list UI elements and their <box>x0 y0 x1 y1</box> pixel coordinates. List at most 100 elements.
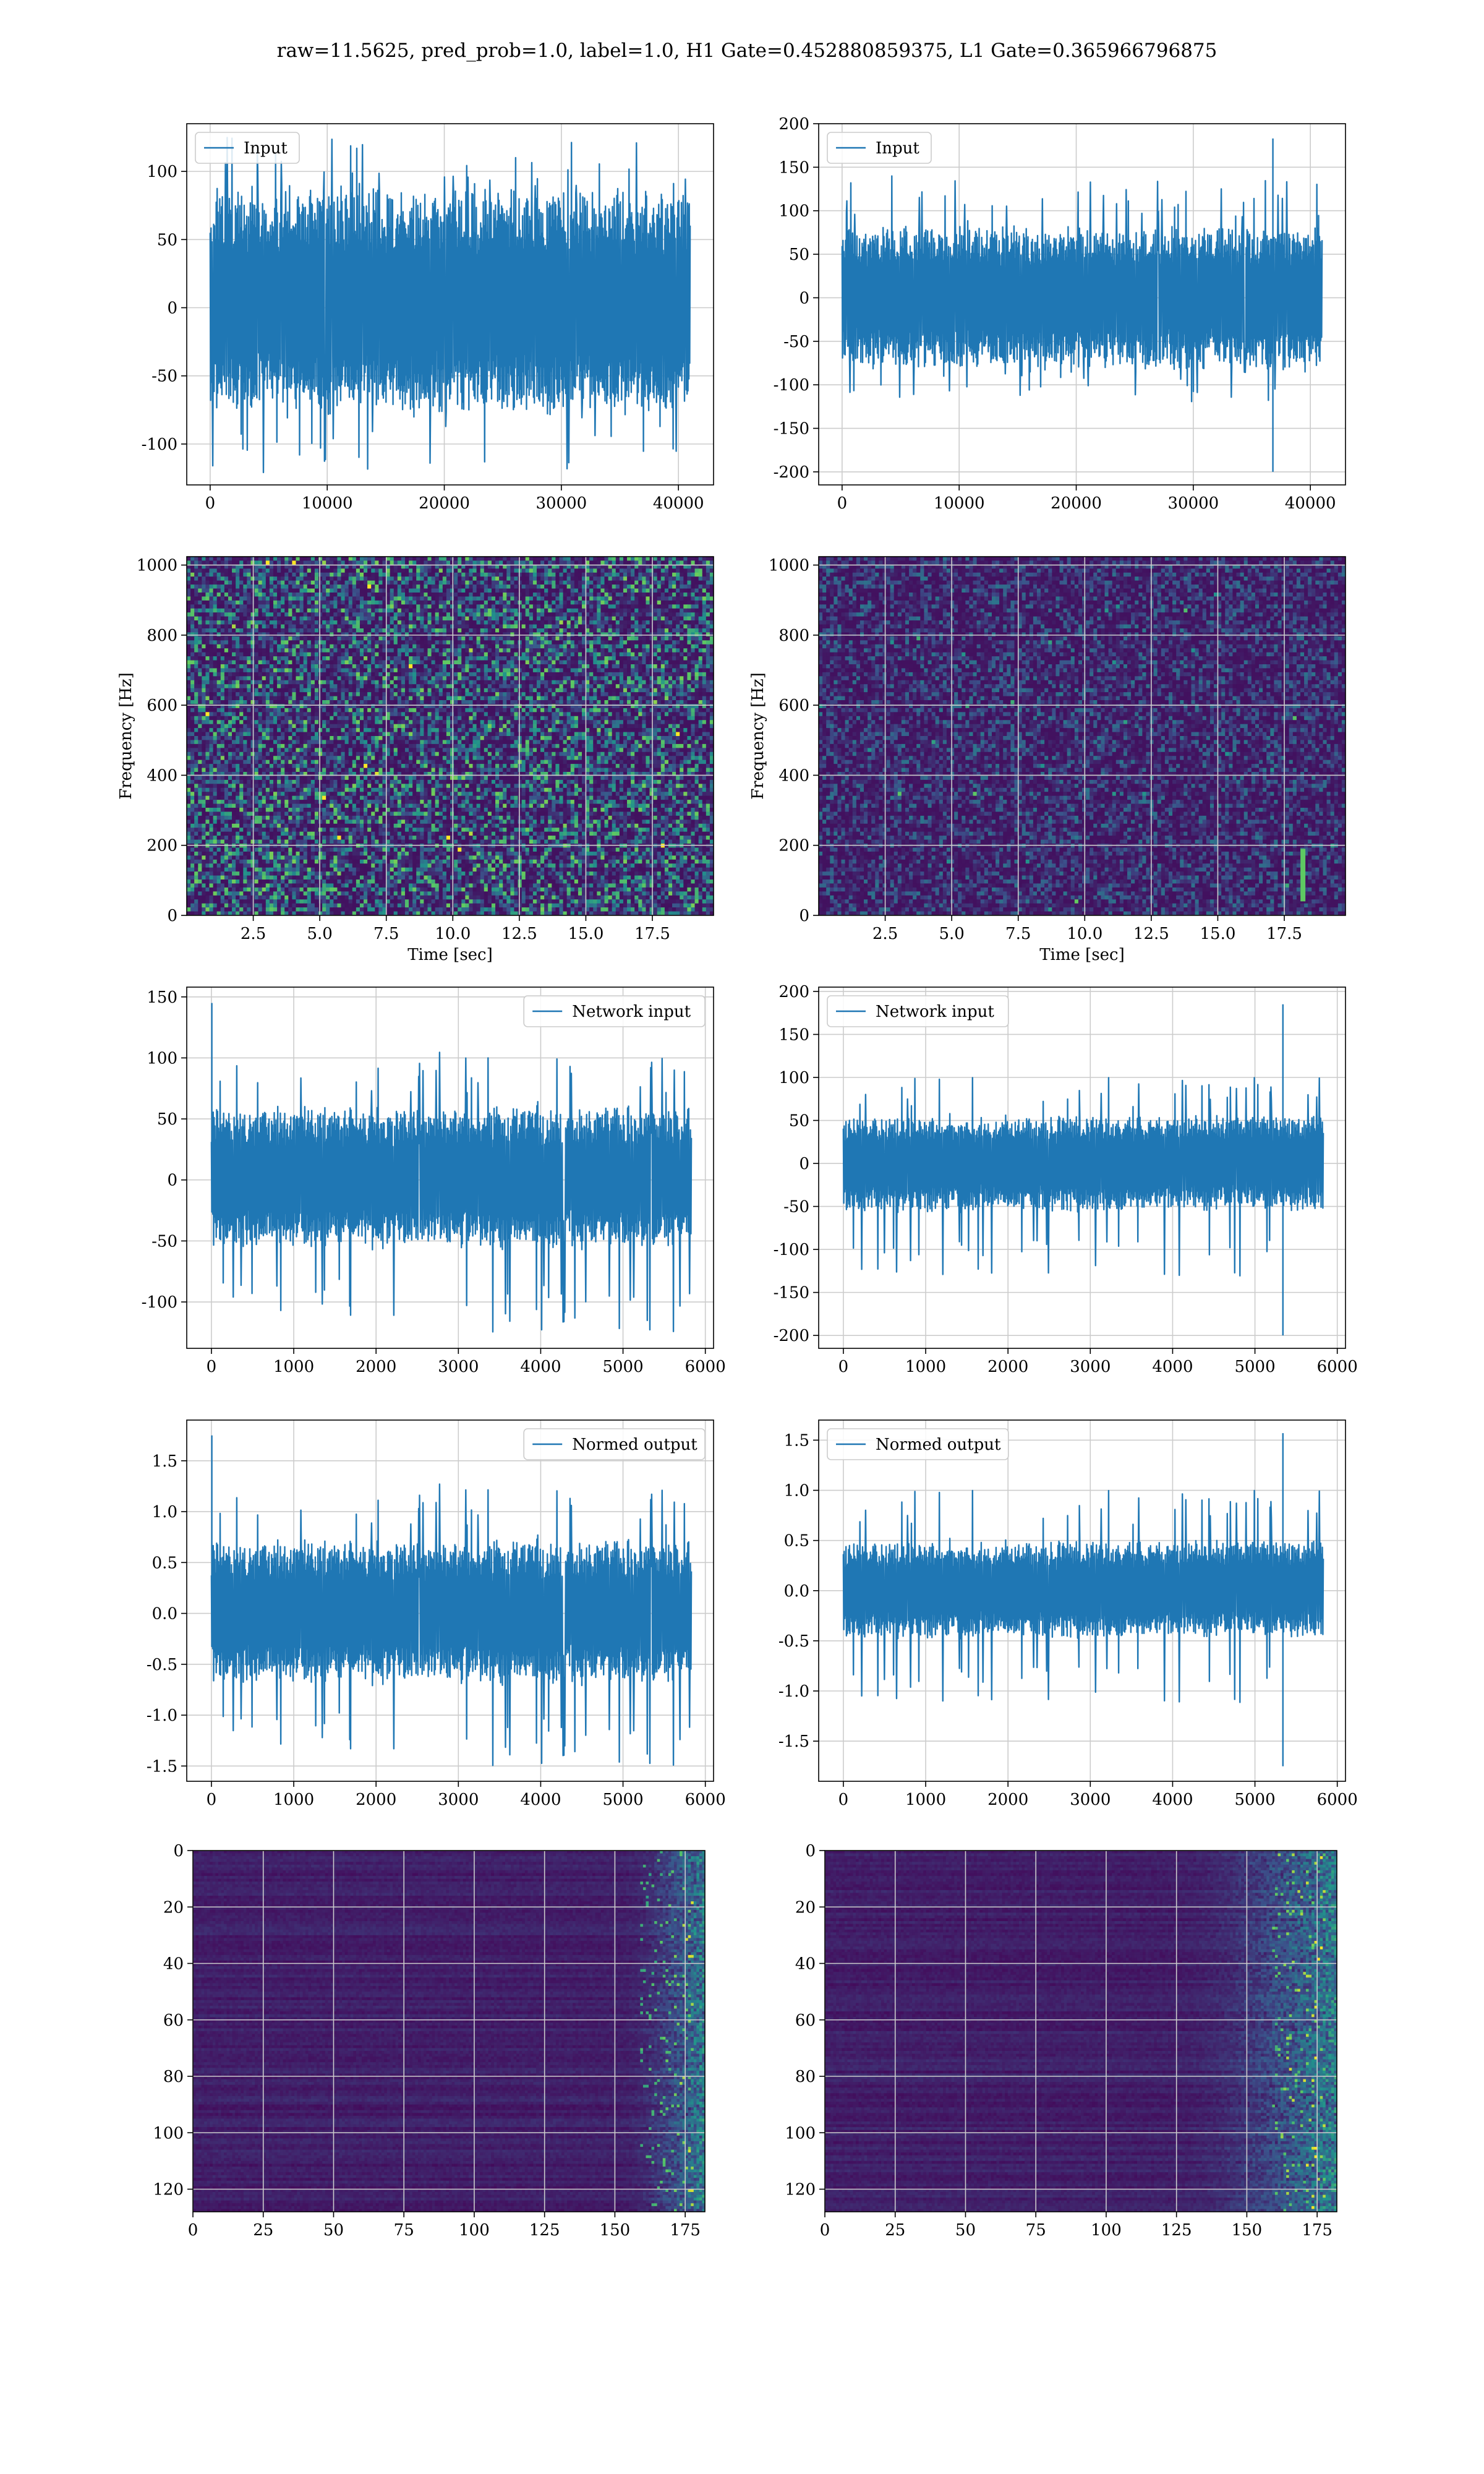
l1-spectrogram-xtick-label: 5.0 <box>939 925 964 943</box>
h1-network-input-xtick-label: 4000 <box>520 1358 561 1376</box>
h1-spectrogram-xtick-label: 17.5 <box>634 925 670 943</box>
l1-feature-map-ytick-label: 0 <box>805 1842 816 1860</box>
h1-feature-map-cells <box>193 1851 706 2212</box>
l1-spectrogram-xtick-label: 15.0 <box>1200 925 1236 943</box>
h1-input-xtick-label: 30000 <box>536 494 587 513</box>
h1-normed-output-xtick-label: 3000 <box>438 1791 479 1809</box>
l1-spectrogram-ytick-label: 800 <box>778 627 809 645</box>
l1-spectrogram-xtick-label: 10.0 <box>1067 925 1102 943</box>
l1-network-input-axes: 0 1000 2000 3000 4000 5000 6000-200-150-100-50… <box>774 983 1358 1376</box>
l1-network-input-xtick-label: 6000 <box>1317 1358 1358 1376</box>
h1-network-input-plot-area <box>187 987 714 1348</box>
l1-spectrogram-ytick-label: 400 <box>778 766 809 785</box>
l1-input-ytick-label: -150 <box>774 420 809 439</box>
h1-feature-map-xtick-label: 175 <box>670 2221 701 2240</box>
h1-feature-map-ytick-label: 0 <box>173 1842 184 1860</box>
l1-normed-output-ytick-label: 0.0 <box>784 1582 809 1601</box>
h1-input-ytick-label: 50 <box>157 231 177 249</box>
l1-feature-map-ytick-label: 80 <box>795 2068 816 2086</box>
h1-normed-output-xtick-label: 5000 <box>602 1791 643 1809</box>
h1-normed-output-ytick-label: -1.5 <box>147 1757 177 1776</box>
l1-network-input-ytick-label: -200 <box>774 1327 809 1345</box>
figure-title: raw=11.5625, pred_prob=1.0, label=1.0, H… <box>277 40 1217 62</box>
h1-input-ytick-label: 100 <box>147 163 177 181</box>
l1-input-axes: 0 10000 20000 30000 40000-200-150-100-500501… <box>774 115 1345 513</box>
l1-network-input-xtick-label: 0 <box>838 1358 849 1376</box>
l1-spectrogram-ytick-label: 600 <box>778 696 809 715</box>
l1-network-input-ytick-label: -100 <box>774 1241 809 1259</box>
l1-input-legend: Input <box>827 132 931 163</box>
l1-feature-map-ytick-label: 40 <box>795 1955 816 1974</box>
l1-input-ytick-label: 200 <box>778 115 809 134</box>
h1-feature-map-xtick-label: 50 <box>323 2221 344 2240</box>
h1-spectrogram-xtick-label: 12.5 <box>501 925 537 943</box>
l1-normed-output-xtick-label: 0 <box>838 1791 849 1809</box>
l1-spectrogram-xtick-label: 12.5 <box>1133 925 1169 943</box>
h1-network-input-legend-label: Network input <box>572 1003 691 1021</box>
h1-input-ytick-label: 0 <box>167 299 177 318</box>
h1-feature-map-ytick-label: 120 <box>153 2181 184 2199</box>
l1-input-xtick-label: 0 <box>837 494 848 513</box>
h1-normed-output-ytick-label: -1.0 <box>147 1706 177 1725</box>
l1-spectrogram-axes: 2.5 5.0 7.5 10.0 12.5 15.0 17.5020040060080010… <box>749 557 1346 964</box>
l1-input-ytick-label: 150 <box>778 158 809 177</box>
l1-spectrogram-xtick-label: 2.5 <box>872 925 898 943</box>
h1-spectrogram-xtick-label: 15.0 <box>568 925 604 943</box>
l1-input-ytick-label: -200 <box>774 463 809 482</box>
h1-spectrogram-xtick-label: 10.0 <box>435 925 471 943</box>
h1-feature-map-ytick-label: 100 <box>153 2124 184 2142</box>
l1-network-input-ytick-label: 200 <box>778 983 809 1001</box>
l1-normed-output-legend: Normed output <box>827 1429 1009 1460</box>
h1-input-legend: Input <box>195 132 299 163</box>
l1-normed-output-plot-area <box>819 1420 1345 1781</box>
h1-spectrogram-plot-area <box>187 557 714 916</box>
l1-network-input-series-line <box>843 1004 1323 1335</box>
l1-feature-map-plot-area <box>825 1851 1337 2212</box>
l1-normed-output-xtick-label: 5000 <box>1234 1791 1275 1809</box>
l1-feature-map-xtick-label: 100 <box>1091 2221 1122 2240</box>
h1-feature-map-xtick-label: 125 <box>529 2221 560 2240</box>
l1-network-input-xtick-label: 5000 <box>1234 1358 1275 1376</box>
l1-spectrogram-ylabel: Frequency [Hz] <box>749 672 767 800</box>
h1-spectrogram-axes: 2.5 5.0 7.5 10.0 12.5 15.0 17.5020040060080010… <box>117 557 714 964</box>
h1-input-ytick-label: -50 <box>151 367 177 386</box>
h1-input-plot-area <box>187 124 714 485</box>
l1-feature-map-xtick-label: 50 <box>955 2221 976 2240</box>
h1-input-series-line <box>210 137 690 473</box>
h1-normed-output-ytick-label: 0.0 <box>152 1605 177 1624</box>
l1-normed-output-ytick-label: 1.5 <box>784 1431 809 1450</box>
l1-input-ytick-label: -100 <box>774 376 809 395</box>
h1-normed-output-legend-label: Normed output <box>572 1436 697 1454</box>
h1-network-input-xtick-label: 2000 <box>356 1358 396 1376</box>
h1-network-input-legend: Network input <box>524 996 705 1027</box>
l1-normed-output-xtick-label: 1000 <box>905 1791 946 1809</box>
h1-feature-map-xtick-label: 75 <box>394 2221 414 2240</box>
l1-spectrogram-xtick-label: 7.5 <box>1005 925 1031 943</box>
h1-network-input-series-line <box>211 1003 691 1332</box>
h1-feature-map-xtick-label: 150 <box>600 2221 631 2240</box>
h1-input-legend-label: Input <box>244 139 288 158</box>
h1-feature-map-ytick-label: 40 <box>163 1955 184 1974</box>
l1-normed-output-ytick-label: 0.5 <box>784 1532 809 1551</box>
l1-normed-output-xtick-label: 2000 <box>987 1791 1028 1809</box>
l1-feature-map-xtick-label: 125 <box>1161 2221 1192 2240</box>
h1-normed-output-axes: 0 1000 2000 3000 4000 5000 6000-1.5-1.0-0.50.0… <box>147 1420 726 1809</box>
l1-spectrogram-ytick-label: 1000 <box>769 557 809 575</box>
l1-feature-map-cells <box>825 1851 1337 2212</box>
l1-network-input-ytick-label: 150 <box>778 1025 809 1044</box>
l1-normed-output-legend-label: Normed output <box>876 1436 1001 1454</box>
l1-input-ytick-label: -50 <box>783 333 809 351</box>
h1-network-input-ytick-label: 0 <box>167 1171 177 1190</box>
l1-input-plot-area <box>819 124 1345 485</box>
l1-input-ytick-label: 100 <box>778 202 809 221</box>
l1-input-series-line <box>842 139 1322 472</box>
h1-spectrogram-ytick-label: 200 <box>147 837 177 855</box>
l1-network-input-ytick-label: 0 <box>799 1155 809 1173</box>
l1-input-xtick-label: 40000 <box>1285 494 1336 513</box>
h1-normed-output-ytick-label: 1.0 <box>152 1503 177 1522</box>
h1-input-xtick-label: 20000 <box>419 494 470 513</box>
h1-normed-output-series-line <box>211 1436 691 1766</box>
h1-network-input-ytick-label: -100 <box>142 1293 177 1312</box>
l1-spectrogram-chirp-feature <box>1300 849 1305 901</box>
